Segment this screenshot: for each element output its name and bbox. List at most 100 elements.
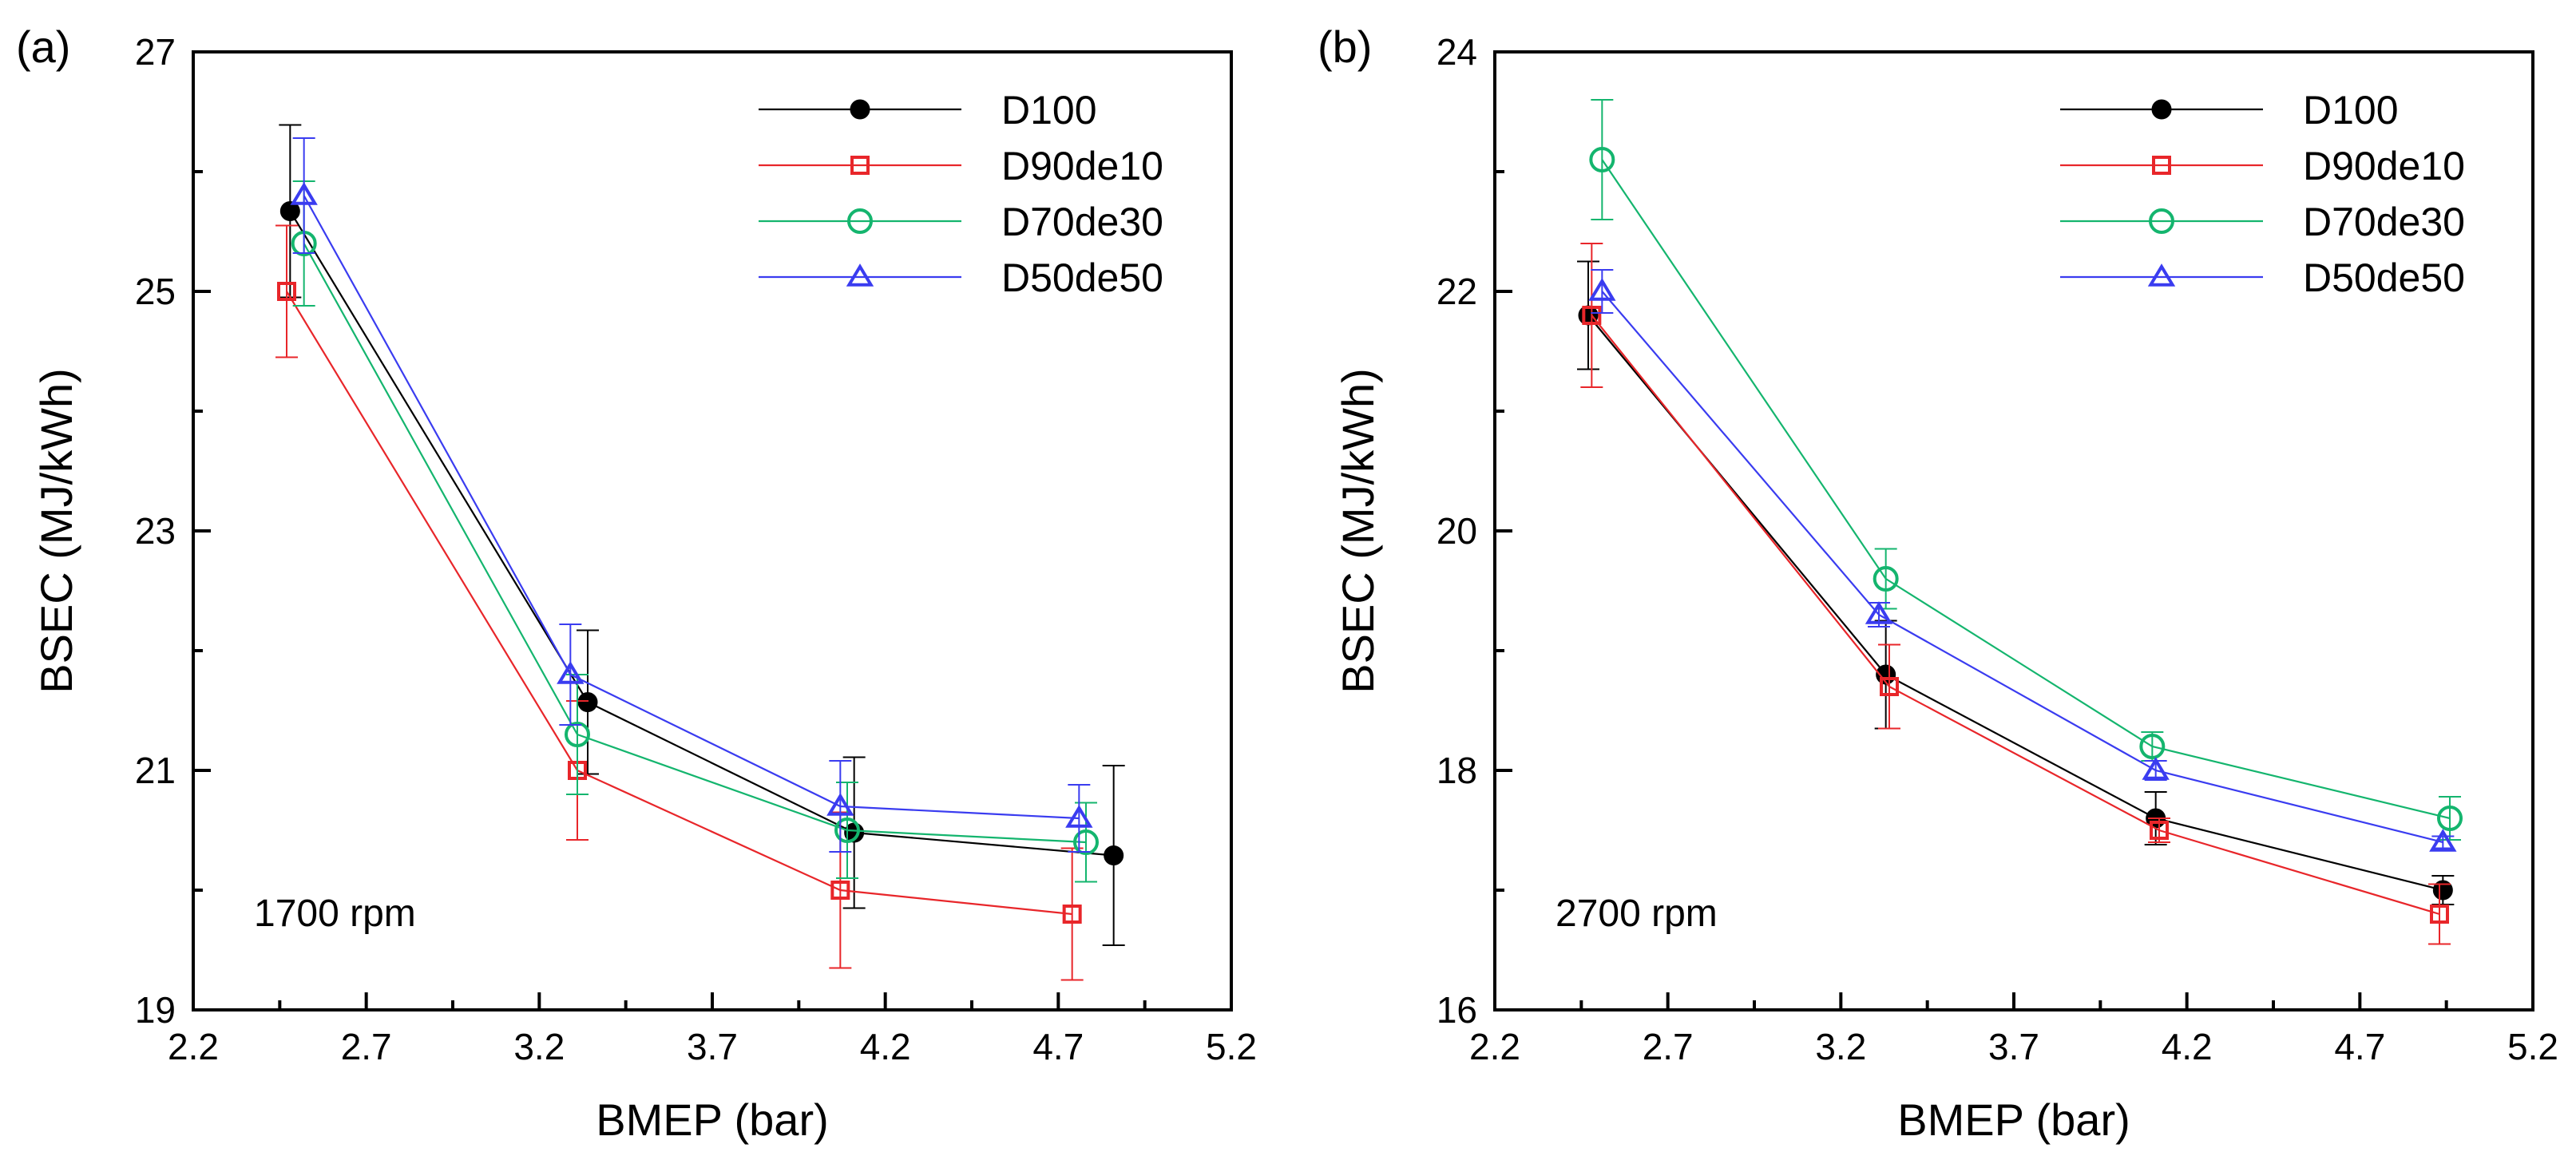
panel-b-ticks: 2.2 2.7 3.2 3.7 4.2 4.7 5.2 16 18 20 22 24 — [1437, 31, 2558, 1067]
panel-a-series-d70de30-marker-2 — [834, 818, 860, 843]
panel-a-series-d50de50-marker-1 — [557, 661, 585, 684]
panel-b-series-d90de10 — [1580, 243, 2451, 945]
panel-b-series-d100-marker-0 — [1578, 305, 1599, 326]
panel-a-ytick-label: 27 — [135, 31, 176, 73]
panel-b-series-d50de50-marker-3 — [2429, 829, 2457, 852]
panel-a-series-d90de10-marker-2 — [830, 881, 850, 900]
legend-label: D50de50 — [2303, 255, 2465, 300]
panel-a-xtick-label: 3.7 — [687, 1026, 738, 1067]
panel-b-series-d50de50-errorbar-3 — [2431, 835, 2455, 849]
panel-a-series-d70de30-marker-3 — [1073, 829, 1099, 855]
panel-b-annotation: 2700 rpm — [1556, 893, 1718, 935]
panel-b-series-d70de30-marker-2 — [2139, 734, 2166, 759]
panel-b-series — [1577, 99, 2463, 945]
panel-a-series-d70de30-marker-1 — [565, 722, 590, 747]
panel-a-xlabel: BMEP (bar) — [596, 1095, 828, 1145]
panel-b-series-d90de10-line — [1591, 315, 2440, 916]
panel-a-xtick-label: 4.2 — [860, 1026, 911, 1067]
panel-a-series-d50de50-marker-0 — [290, 182, 318, 205]
panel-b-xtick-label: 5.2 — [2507, 1026, 2558, 1067]
panel-a-legend-d90de10-marker-0 — [850, 156, 870, 175]
panel-a-series-d50de50-errorbar-1 — [559, 624, 582, 726]
panel-a-series-d50de50-errorbar-2 — [829, 760, 852, 853]
panel-a-legend-item-d100: D100 — [759, 88, 1097, 133]
panel-a-series-d90de10-marker-0 — [277, 282, 296, 301]
panel-a-series-d90de10 — [275, 224, 1084, 981]
panel-b-series-d50de50-marker-2 — [2142, 757, 2170, 780]
panel-a-ytick-label: 21 — [135, 750, 176, 791]
panel-a-series-d90de10-line — [286, 291, 1072, 916]
panel-a-xtick-label: 3.2 — [513, 1026, 565, 1067]
panel-b-series-d90de10-marker-3 — [2430, 905, 2449, 924]
panel-b-series-d70de30-line — [1601, 159, 2451, 820]
panel-b-legend-d100-marker-0 — [2151, 99, 2172, 120]
panel-a-series-d50de50-errorbar-0 — [292, 137, 315, 254]
panel-b-series-d70de30-marker-1 — [1873, 566, 1899, 592]
panel-a-ylabel: BSEC (MJ/kWh) — [31, 368, 81, 694]
panel-b-series-d90de10-errorbar-0 — [1580, 243, 1603, 388]
legend-label: D70de30 — [1001, 200, 1163, 244]
panel-a-frame — [192, 50, 1233, 1012]
panel-b-legend-item-d90de10: D90de10 — [2060, 144, 2465, 188]
panel-b-series-d50de50-line — [1601, 291, 2443, 844]
panel-a-legend-d70de30-marker-0 — [847, 208, 873, 234]
legend-label: D90de10 — [2303, 144, 2465, 188]
panel-b-series-d90de10-marker-0 — [1582, 306, 1602, 325]
panel-b-series-d50de50-marker-0 — [1588, 278, 1616, 301]
panel-b-ylabel: BSEC (MJ/kWh) — [1333, 368, 1383, 694]
panel-b-legend: D100 D90de10 D70de30 D50de50 — [2060, 88, 2465, 300]
panel-b-legend-item-d100: D100 — [2060, 88, 2399, 133]
panel-a-xtick-label: 2.2 — [168, 1026, 219, 1067]
panel-b-series-d70de30-marker-0 — [1589, 147, 1615, 172]
panel-b-ytick-label: 18 — [1437, 750, 1477, 791]
panel-b-ytick-label: 16 — [1437, 989, 1477, 1031]
panel-b-ytick-label: 20 — [1437, 510, 1477, 552]
panel-a-ticks: 2.2 2.7 3.2 3.7 4.2 4.7 5.2 19 21 23 25 27 — [135, 31, 1257, 1067]
panel-a-series-d50de50 — [290, 137, 1093, 853]
panel-b-series-d50de50-errorbar-0 — [1591, 269, 1614, 314]
legend-label: D50de50 — [1001, 255, 1163, 300]
panel-a-legend-item-d70de30: D70de30 — [759, 200, 1163, 244]
panel-b-legend-d70de30-marker-0 — [2149, 208, 2174, 234]
panel-b-legend-item-d50de50: D50de50 — [2060, 255, 2465, 300]
panel-a-series-d50de50-marker-2 — [826, 793, 854, 816]
panel-a-ytick-label: 19 — [135, 989, 176, 1031]
panel-a-series-d90de10-marker-3 — [1062, 905, 1082, 924]
panel-a-legend-d100-marker-0 — [850, 99, 870, 120]
panel-a-annotation: 1700 rpm — [254, 893, 416, 935]
panel-b-legend-item-d70de30: D70de30 — [2060, 200, 2465, 244]
panel-a-series-d100-marker-3 — [1104, 845, 1124, 865]
panel-a-legend-item-d50de50: D50de50 — [759, 255, 1163, 300]
panel-b-frame — [1493, 50, 2534, 1012]
panel-b-xtick-label: 3.7 — [1988, 1026, 2039, 1067]
panel-b-legend-d90de10-marker-0 — [2152, 156, 2171, 175]
panel-b-legend-d50de50-marker-0 — [2147, 263, 2176, 287]
panel-a-ytick-label: 23 — [135, 510, 176, 552]
panel-a-series-d100-marker-1 — [577, 692, 598, 712]
panel-a-series-d100 — [279, 124, 1125, 946]
panel-b-series-d70de30-errorbar-1 — [1874, 548, 1897, 610]
panel-a-xtick-label: 2.7 — [341, 1026, 392, 1067]
panel-a-series-d100-marker-0 — [279, 201, 300, 221]
panel-b-xtick-label: 2.2 — [1469, 1026, 1520, 1067]
panel-a-ytick-label: 25 — [135, 271, 176, 312]
panel-b-series-d90de10-marker-1 — [1880, 677, 1899, 696]
panel-b-series-d50de50-marker-1 — [1865, 601, 1893, 624]
panel-b-series-d90de10-errorbar-1 — [1878, 643, 1900, 730]
panel-a-series-d50de50-line — [303, 195, 1080, 820]
panel-a-legend-d50de50-marker-0 — [846, 263, 874, 287]
panel-b-label: (b) — [1318, 22, 1372, 72]
panel-b-xtick-label: 4.7 — [2334, 1026, 2385, 1067]
panel-a-series-d70de30-line — [303, 243, 1087, 844]
panel-a-series — [275, 124, 1125, 981]
panel-a-series-d90de10-errorbar-0 — [275, 224, 298, 358]
panel-a-series-d50de50-errorbar-3 — [1068, 784, 1091, 853]
panel-b-series-d100-marker-3 — [2432, 880, 2453, 901]
panel-b-ytick-label: 22 — [1437, 271, 1477, 312]
panel-a-series-d70de30 — [291, 180, 1099, 883]
panel-b-series-d90de10-errorbar-3 — [2428, 883, 2451, 945]
panel-b-series-d90de10-marker-2 — [2150, 821, 2169, 840]
panel-a-label: (a) — [16, 22, 70, 72]
legend-label: D70de30 — [2303, 200, 2465, 244]
